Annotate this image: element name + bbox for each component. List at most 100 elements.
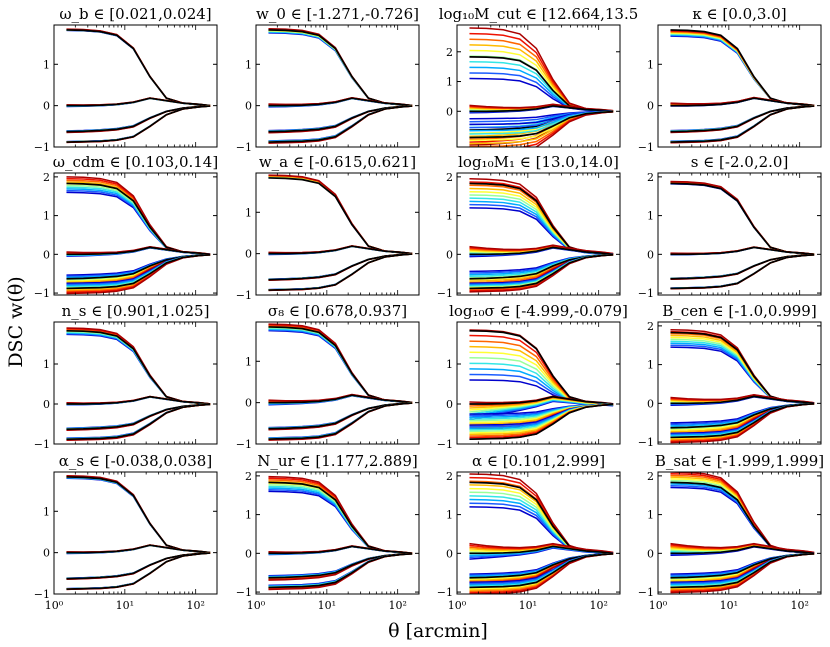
y-tick-label: 2 xyxy=(446,470,453,483)
series-upper-4 xyxy=(670,340,815,405)
series-upper-2 xyxy=(670,34,815,107)
series-upper-4 xyxy=(670,481,815,555)
series-low-7 xyxy=(268,253,413,281)
fiducial-low xyxy=(670,253,815,280)
series-upper-4 xyxy=(268,175,413,255)
y-tick-label: −1 xyxy=(437,287,453,300)
x-tick-label: 10⁰ xyxy=(649,599,668,612)
series-upper-4 xyxy=(268,30,413,107)
series-low-9 xyxy=(670,253,815,280)
series-upper-1 xyxy=(670,183,815,256)
series-low-3 xyxy=(268,105,413,132)
y-tick-label: 1 xyxy=(647,58,654,71)
x-tick-label: 10² xyxy=(790,599,808,612)
series-upper-8 xyxy=(268,174,413,255)
series-low-7 xyxy=(670,253,815,280)
series-upper-6 xyxy=(268,482,413,555)
series-upper-6 xyxy=(469,49,614,113)
panel-title: ω_b ∈ [0.021,0.024] xyxy=(59,5,211,23)
panel-title: α_s ∈ [-0.038,0.038] xyxy=(59,452,212,470)
series-upper-5 xyxy=(268,30,413,107)
series-low-10 xyxy=(268,402,413,431)
panel-title: log₁₀σ ∈ [-4.999,-0.079] xyxy=(449,302,628,320)
series-low-7 xyxy=(66,105,211,133)
y-tick-label: −1 xyxy=(236,289,252,302)
y-axis-label: DSC w(θ) xyxy=(5,276,27,367)
panel-lines xyxy=(670,472,815,594)
panel-13: α_s ∈ [-0.038,0.038] −1 0 1 10⁰ 10¹ 10² xyxy=(34,452,218,612)
panel-14: N_ur ∈ [1.177,2.889] −1 0 1 2 10⁰ 10¹ 10² xyxy=(236,452,420,612)
y-tick-label: −1 xyxy=(437,438,453,451)
series-upper-7 xyxy=(670,31,815,107)
series-upper-8 xyxy=(66,28,211,107)
panel-lines xyxy=(469,178,614,293)
series-low-6 xyxy=(66,105,211,133)
series-upper-1 xyxy=(66,191,211,256)
y-tick-label: 1 xyxy=(647,509,654,522)
fiducial-upper xyxy=(670,481,815,555)
series-low-4 xyxy=(66,105,211,133)
series-upper-5 xyxy=(66,476,211,554)
series-upper-9 xyxy=(268,174,413,255)
fiducial-upper xyxy=(66,329,211,405)
series-upper-2 xyxy=(66,477,211,554)
fiducial-mid xyxy=(469,395,614,405)
panel-lines xyxy=(268,475,413,591)
y-tick-label: 0 xyxy=(647,100,654,113)
panel-title: κ ∈ [0.0,3.0] xyxy=(692,5,786,23)
series-upper-5 xyxy=(670,32,815,107)
panel-lines xyxy=(268,27,413,144)
panel-frame xyxy=(255,172,420,296)
fiducial-bottom xyxy=(66,552,211,590)
series-low-6 xyxy=(66,403,211,431)
series-upper-10 xyxy=(670,29,815,107)
series-upper-10 xyxy=(268,27,413,107)
panel-6: w_a ∈ [-0.615,0.621] −1 0 1 xyxy=(236,153,420,302)
series-upper-9 xyxy=(670,181,815,256)
panel-title: N_ur ∈ [1.177,2.889] xyxy=(257,452,417,470)
panel-3: log₁₀M_cut ∈ [12.664,13.5 0 1 2 xyxy=(439,5,638,148)
series-low-9 xyxy=(268,105,413,134)
panel-1: ω_b ∈ [0.021,0.024] −1 0 1 xyxy=(34,5,218,154)
y-tick-label: 0 xyxy=(446,547,453,560)
panel-frame xyxy=(255,24,420,148)
series-upper-1 xyxy=(670,486,815,555)
fiducial-low xyxy=(268,253,413,281)
series-mid-10 xyxy=(469,542,614,554)
series-upper-3 xyxy=(268,328,413,404)
series-upper-7 xyxy=(66,475,211,554)
series-upper-7 xyxy=(670,181,815,256)
series-upper-10 xyxy=(268,323,413,404)
fiducial-bottom xyxy=(670,552,815,589)
series-low-10 xyxy=(670,253,815,280)
series-mid-10 xyxy=(670,393,815,404)
series-low-10 xyxy=(268,253,413,281)
fiducial-mid xyxy=(66,97,211,107)
series-upper-8 xyxy=(66,475,211,554)
panel-frame xyxy=(255,321,420,445)
series-upper-10 xyxy=(66,474,211,554)
series-upper-1 xyxy=(268,329,413,404)
panel-5: ω_cdm ∈ [0.103,0.14] −1 0 1 2 xyxy=(34,153,218,300)
panel-2: w_0 ∈ [-1.271,-0.726] −1 0 1 xyxy=(236,5,420,154)
fiducial-mid xyxy=(670,246,815,256)
panel-title: log₁₀M₁ ∈ [13.0,14.0] xyxy=(458,153,619,171)
series-upper-3 xyxy=(66,332,211,405)
panel-frame xyxy=(657,321,822,445)
series-low-4 xyxy=(66,552,211,580)
series-upper-5 xyxy=(66,330,211,405)
fiducial-mid xyxy=(670,545,815,555)
series-low-5 xyxy=(66,403,211,430)
panel-7: log₁₀M₁ ∈ [13.0,14.0] −1 0 1 2 xyxy=(437,153,621,300)
series-upper-4 xyxy=(66,476,211,554)
panel-11: log₁₀σ ∈ [-4.999,-0.079] −1 0 1 xyxy=(437,302,628,451)
series-low-8 xyxy=(66,552,211,580)
fiducial-mid xyxy=(469,246,614,256)
series-upper-2 xyxy=(268,329,413,404)
series-upper-3 xyxy=(268,487,413,555)
series-upper-8 xyxy=(469,340,614,405)
series-low-2 xyxy=(268,105,413,132)
y-tick-label: 0 xyxy=(245,397,252,410)
fiducial-upper xyxy=(66,476,211,554)
